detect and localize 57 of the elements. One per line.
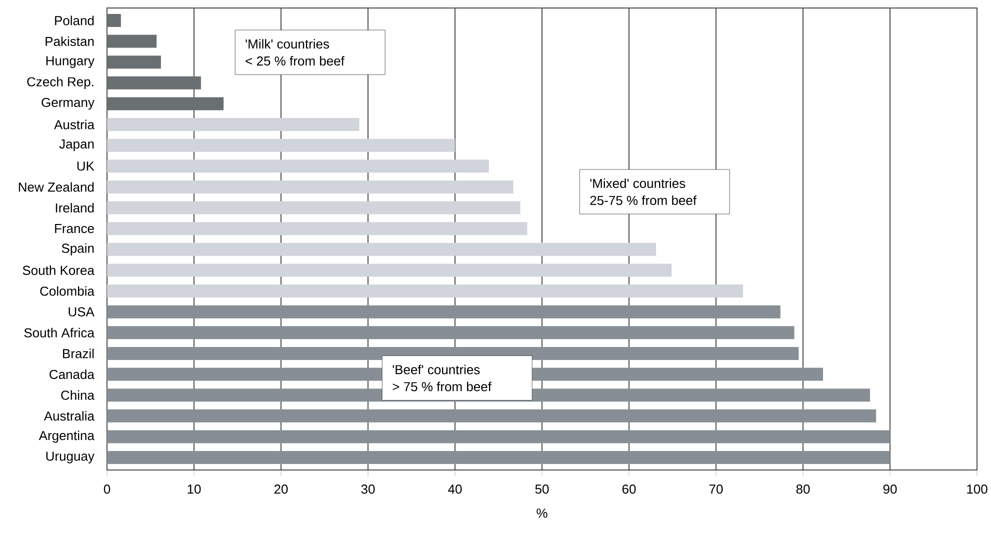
bar [107,451,890,464]
y-tick-label: South Africa [24,328,94,338]
bar [107,222,528,236]
y-tick-label: Czech Rep. [27,76,94,89]
y-tick-label: Spain [62,243,94,256]
y-tick-label: China [61,390,94,400]
x-tick-label: 70 [709,484,723,494]
bar [107,346,799,360]
x-tick-label: 80 [796,484,810,494]
y-tick-label: Australia [44,411,94,421]
bar [107,138,456,152]
y-tick-label: Colombia [40,286,94,296]
bar [107,305,780,318]
y-tick-label: Ireland [56,203,94,213]
y-tick-label: Canada [50,369,94,380]
bar [107,180,514,194]
bar [107,56,161,69]
bar [107,264,672,277]
y-tick-label: South Korea [22,265,94,275]
annotation: 'Mixed' countries 25-75 % from beef [590,178,697,206]
x-tick-label: 90 [883,484,897,494]
bar [107,76,201,90]
x-axis-title: % [536,508,548,518]
x-tick-label: 30 [361,484,375,494]
y-tick-label: Japan [59,140,94,152]
bar [107,34,157,48]
bar [107,14,121,27]
x-tick-label: 10 [188,484,201,494]
bar [107,326,794,340]
x-tick-label: 100 [967,484,988,494]
bar [107,118,360,132]
bar [107,160,489,173]
y-tick-label: Poland [55,16,94,26]
y-tick-label: UK [77,162,94,171]
annotation: 'Milk' countries < 25 % from beef [246,39,344,66]
bar [107,284,743,298]
y-tick-label: Germany [42,98,94,110]
x-tick-label: 60 [622,484,636,494]
x-tick-label: 20 [274,484,288,494]
bar [107,430,890,444]
y-tick-label: Austria [54,120,94,130]
y-tick-label: Brazil [63,348,94,358]
bar [107,409,876,422]
y-tick-label: France [55,224,94,234]
y-tick-label: New Zealand [18,182,94,192]
y-tick-label: Uruguay [46,452,94,464]
annotation: 'Beef' countries > 75 % from beef [392,364,492,392]
bar [107,97,224,110]
x-tick-label: 0 [104,484,110,494]
y-tick-label: Argentina [38,430,94,443]
y-tick-label: USA [68,307,94,316]
y-tick-label: Pakistan [46,36,94,46]
bar [107,201,520,214]
x-tick-label: 40 [448,484,462,494]
bar [107,242,656,256]
x-tick-label: 50 [535,484,549,494]
y-tick-label: Hungary [46,56,94,68]
